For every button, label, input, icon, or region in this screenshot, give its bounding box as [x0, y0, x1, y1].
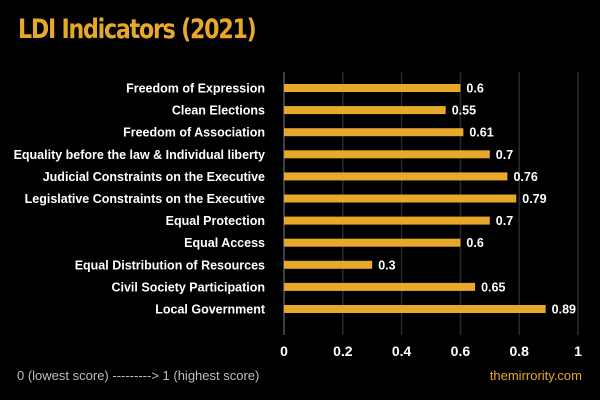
bar: [284, 282, 476, 291]
category-label: Equal Distribution of Resources: [75, 258, 265, 272]
x-tick-label: 0.8: [509, 343, 529, 359]
category-label: Equality before the law & Individual lib…: [14, 148, 265, 162]
data-label: 0.61: [469, 126, 493, 140]
x-tick-label: 1: [574, 343, 582, 359]
data-label: 0.65: [481, 280, 505, 294]
bar: [284, 238, 461, 247]
bar: [284, 172, 508, 181]
x-tick-label: 0.4: [392, 343, 412, 359]
data-label: 0.76: [513, 170, 537, 184]
category-label: Legislative Constraints on the Executive: [25, 192, 265, 206]
category-label: Equal Protection: [166, 214, 265, 228]
data-label: 0.6: [466, 82, 483, 96]
bar: [284, 106, 446, 115]
x-tick-label: 0: [280, 343, 288, 359]
category-label: Civil Society Participation: [111, 280, 265, 294]
category-label: Equal Access: [184, 236, 265, 250]
category-label: Local Government: [155, 303, 266, 317]
bar: [284, 216, 490, 225]
bar: [284, 150, 490, 159]
data-label: 0.89: [552, 303, 576, 317]
category-label: Freedom of Association: [123, 126, 265, 140]
bar: [284, 260, 373, 269]
data-label: 0.79: [522, 192, 546, 206]
data-label: 0.6: [466, 236, 483, 250]
chart-title: LDI Indicators (2021): [18, 14, 257, 45]
source-link[interactable]: themirrority.com: [489, 368, 582, 383]
data-label: 0.7: [496, 148, 513, 162]
bar: [284, 84, 461, 92]
category-label: Judicial Constraints on the Executive: [43, 170, 265, 184]
x-tick-label: 0.6: [451, 343, 471, 359]
bar: [284, 305, 546, 313]
category-label: Freedom of Expression: [126, 82, 265, 96]
category-label: Clean Elections: [172, 104, 265, 118]
data-label: 0.7: [496, 214, 513, 228]
bar: [284, 128, 464, 137]
bar: [284, 194, 517, 203]
data-label: 0.3: [378, 258, 395, 272]
x-tick-label: 0.2: [333, 343, 353, 359]
scale-note: 0 (lowest score) ---------> 1 (highest s…: [17, 368, 260, 383]
data-label: 0.55: [452, 104, 476, 118]
